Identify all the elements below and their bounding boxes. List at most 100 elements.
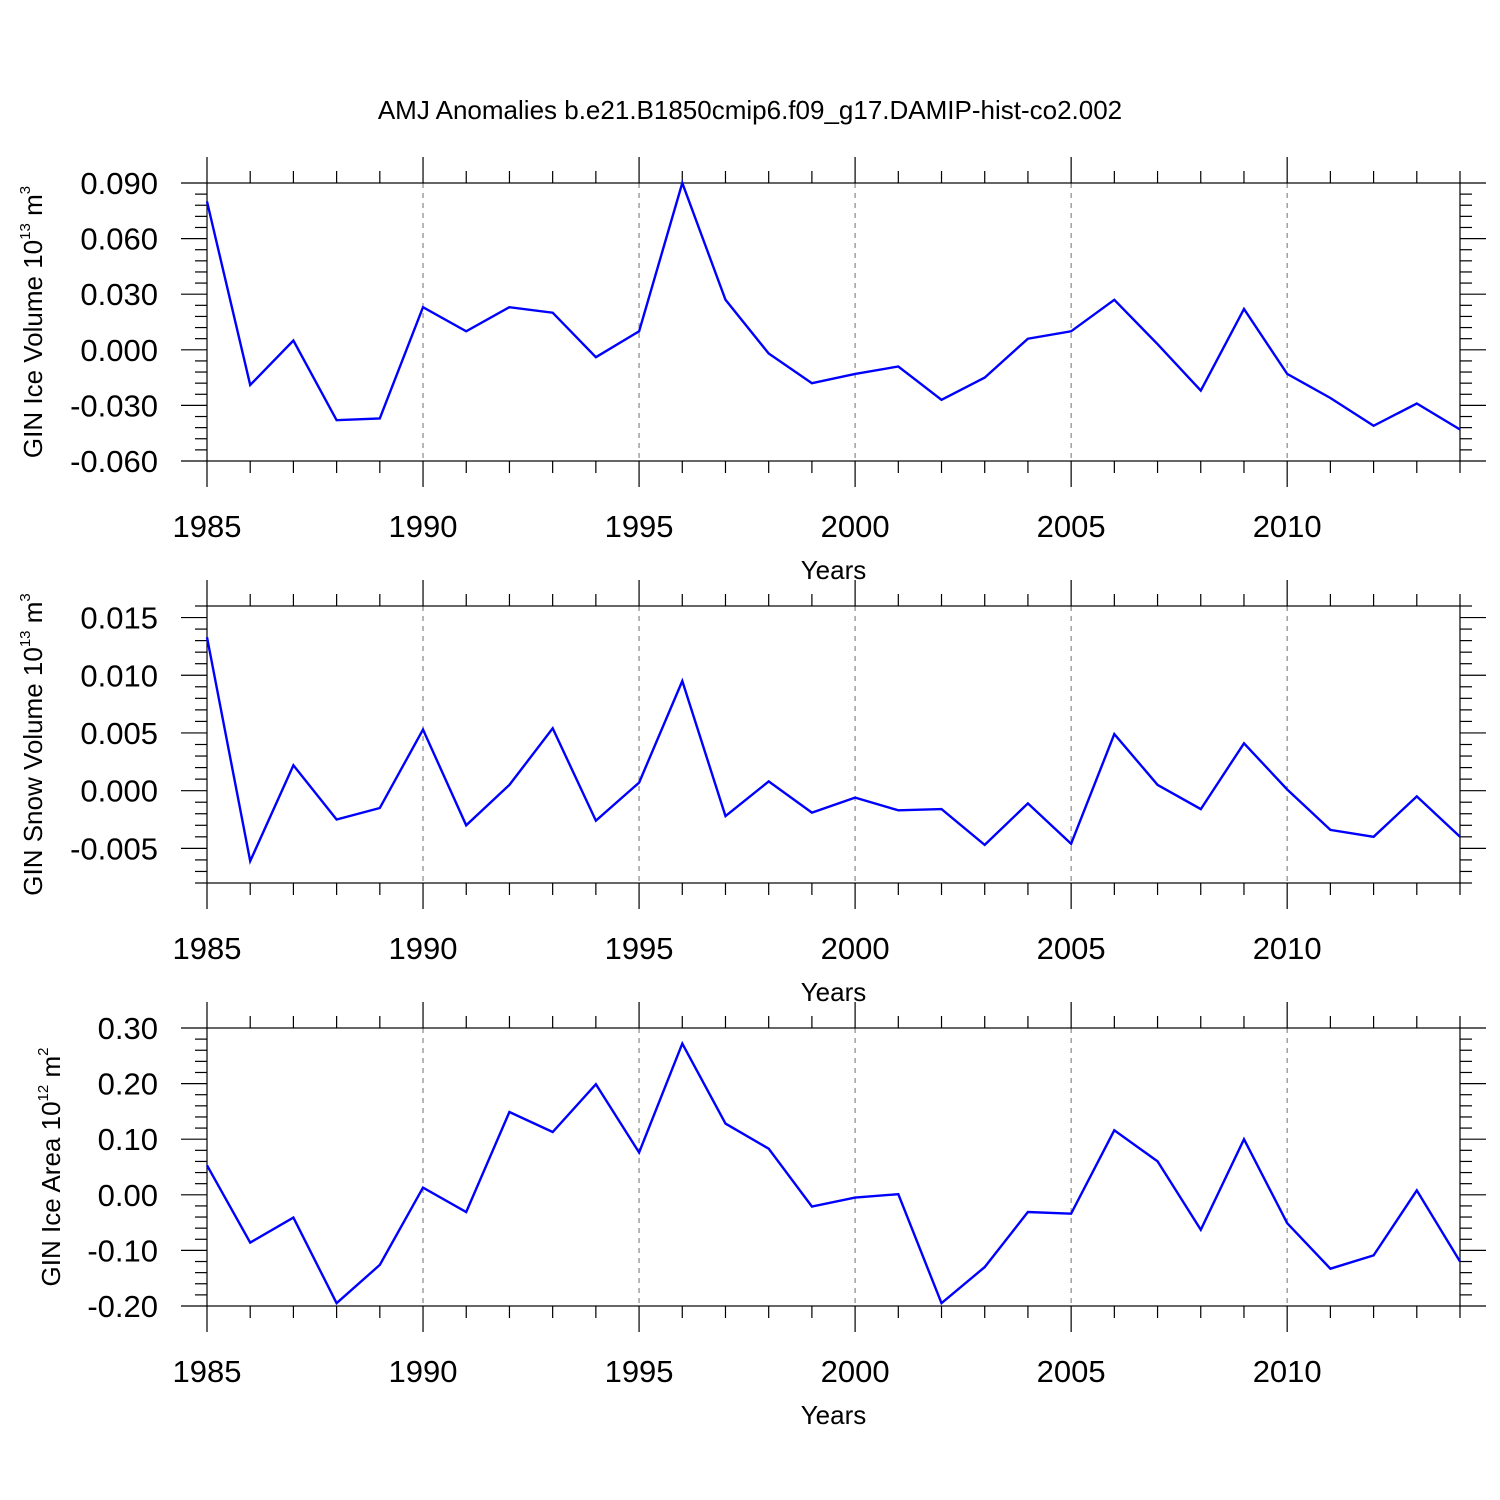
ice-volume-y-axis-label-part-1: 13: [17, 223, 34, 240]
ice-volume-data-point: [896, 364, 900, 368]
ice-volume-plot-frame: [206, 182, 1461, 462]
ice-area-ytick-label: 0.10: [98, 1122, 158, 1157]
snow-volume-ytick-label: 0.010: [80, 658, 158, 693]
ice-area-series-line: [205, 1040, 1462, 1306]
ice-volume-data-point: [940, 398, 944, 402]
snow-volume-data-point: [680, 679, 684, 683]
ice-volume-y-axis-label-part-3: 3: [17, 186, 34, 194]
snow-volume-data-point: [1285, 788, 1289, 792]
ice-area-ytick-label: -0.20: [87, 1289, 158, 1324]
snow-volume-data-point: [1199, 807, 1203, 811]
ice-volume-data-point: [1112, 298, 1116, 302]
ice-volume-data-point: [464, 329, 468, 333]
ice-volume-data-point: [637, 329, 641, 333]
snow-volume-data-point: [983, 843, 987, 847]
snow-volume-xtick-label: 1985: [173, 931, 242, 966]
ice-area-x-axis-label: Years: [801, 1400, 867, 1430]
ice-area-data-point: [248, 1241, 252, 1245]
ice-area-y-axis-label-part-0: GIN Ice Area 10: [36, 1101, 66, 1286]
ice-area-data-point: [1156, 1159, 1160, 1163]
snow-volume-data-point: [551, 726, 555, 730]
snow-volume-ytick-label: -0.005: [70, 831, 158, 866]
ice-area-data-point: [551, 1130, 555, 1134]
snow-volume-data-point: [896, 808, 900, 812]
ice-volume-data-point: [1026, 337, 1030, 341]
snow-volume-data-point: [335, 818, 339, 822]
snow-volume-xtick-label: 2000: [821, 931, 890, 966]
snow-volume-data-point: [1242, 741, 1246, 745]
snow-volume-data-point: [637, 781, 641, 785]
ice-area-data-point: [1026, 1210, 1030, 1214]
snow-volume-xtick-label: 1990: [389, 931, 458, 966]
ice-volume-data-point: [421, 305, 425, 309]
ice-volume-data-point: [1069, 329, 1073, 333]
ice-area-data-point: [983, 1265, 987, 1269]
ice-area-plot-frame: [206, 1027, 1461, 1307]
ice-area-data-point: [464, 1210, 468, 1214]
snow-volume-data-point: [940, 807, 944, 811]
snow-volume-data-point: [1415, 794, 1419, 798]
ice-volume-ytick-label: 0.060: [80, 222, 158, 257]
snow-volume-ytick-label: 0.000: [80, 774, 158, 809]
ice-volume-ytick-label: 0.000: [80, 333, 158, 368]
ice-area-xtick-label: 2005: [1037, 1354, 1106, 1389]
ice-area-data-point: [853, 1196, 857, 1200]
snow-volume-data-point: [378, 806, 382, 810]
ice-volume-y-axis-label-part-2: m: [18, 194, 48, 223]
snow-volume-data-point: [1458, 835, 1462, 839]
snow-volume-data-point: [1372, 835, 1376, 839]
ice-volume-data-point: [1328, 396, 1332, 400]
snow-volume-x-axis-label: Years: [801, 977, 867, 1007]
snow-volume-y-axis-label-part-3: 3: [17, 593, 34, 601]
ice-volume-data-point: [723, 298, 727, 302]
snow-volume-data-point: [464, 823, 468, 827]
ice-volume-data-point: [680, 181, 684, 185]
ice-area-xtick-label: 2010: [1253, 1354, 1322, 1389]
ice-area-data-point: [767, 1147, 771, 1151]
ice-volume-xtick-label: 1985: [173, 509, 242, 544]
snow-volume-data-point: [1026, 801, 1030, 805]
ice-volume-xtick-label: 2010: [1253, 509, 1322, 544]
ice-volume-data-point: [1285, 372, 1289, 376]
ice-volume-xtick-label: 2000: [821, 509, 890, 544]
snow-volume-data-point: [507, 783, 511, 787]
ice-volume-data-point: [983, 376, 987, 380]
panel-ice-area: -0.20 -0.10 0.00 0.10 0.20 0.30 1985 1990 1995 20…: [35, 1002, 1486, 1430]
ice-volume-data-point: [810, 381, 814, 385]
ice-volume-data-point: [551, 311, 555, 315]
ice-area-data-point: [205, 1163, 209, 1167]
ice-volume-ytick-label: -0.060: [70, 444, 158, 479]
ice-area-data-point: [421, 1186, 425, 1190]
ice-area-data-point: [1372, 1253, 1376, 1257]
snow-volume-xtick-label: 1995: [605, 931, 674, 966]
snow-volume-data-point: [853, 796, 857, 800]
snow-volume-series-line: [205, 636, 1461, 866]
ice-volume-ytick-label: 0.090: [80, 166, 158, 201]
ice-area-data-point: [1112, 1128, 1116, 1132]
snow-volume-data-point: [248, 859, 252, 863]
snow-volume-data-point: [810, 811, 814, 815]
snow-volume-y-axis-label-part-0: GIN Snow Volume 10: [18, 647, 48, 896]
ice-area-data-point: [507, 1110, 511, 1114]
ice-volume-data-point: [1372, 424, 1376, 428]
ice-area-data-point: [637, 1151, 641, 1155]
ice-area-data-point: [1285, 1221, 1289, 1225]
ice-volume-xtick-label: 2005: [1037, 509, 1106, 544]
chart-title: AMJ Anomalies b.e21.B1850cmip6.f09_g17.D…: [378, 95, 1122, 125]
ice-area-data-point: [1199, 1228, 1203, 1232]
ice-volume-y-axis-label-part-0: GIN Ice Volume 10: [18, 240, 48, 458]
ice-area-data-point: [1069, 1212, 1073, 1216]
ice-volume-data-point: [248, 383, 252, 387]
ice-area-data-point: [940, 1301, 944, 1305]
ice-area-y-axis-label-part-1: 12: [35, 1085, 52, 1102]
ice-volume-ytick-label: -0.030: [70, 388, 158, 423]
ice-volume-data-point: [594, 355, 598, 359]
ice-area-data-point: [723, 1122, 727, 1126]
panel-ice-volume: -0.060 -0.030 0.000 0.030 0.060 0.090 1985 1990…: [17, 157, 1486, 585]
snow-volume-data-point: [1156, 783, 1160, 787]
ice-volume-xtick-label: 1990: [389, 509, 458, 544]
ice-volume-data-point: [1199, 389, 1203, 393]
ice-volume-data-point: [205, 200, 209, 204]
ice-area-data-point: [680, 1042, 684, 1046]
snow-volume-y-axis-label-part-2: m: [18, 602, 48, 631]
